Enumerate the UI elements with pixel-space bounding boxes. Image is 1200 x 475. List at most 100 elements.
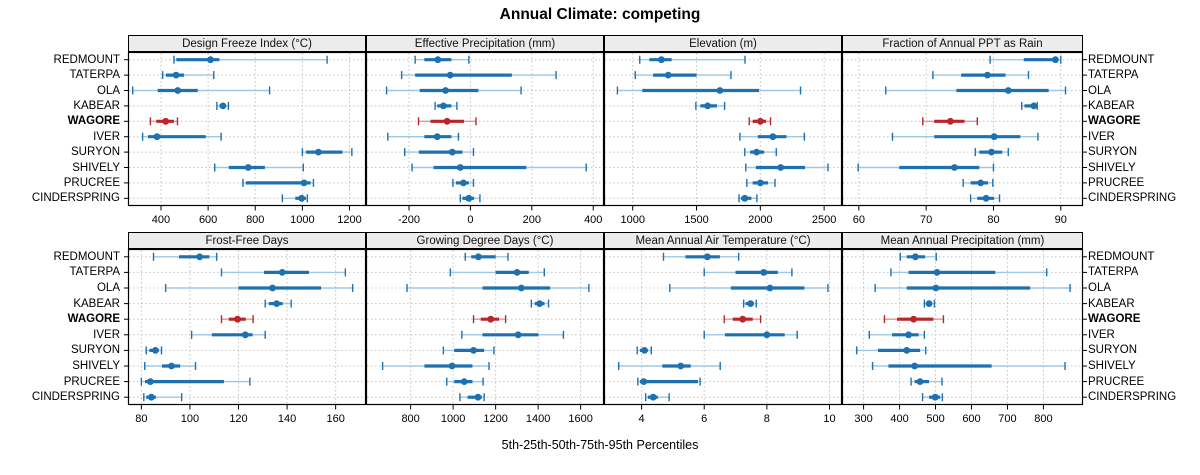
x-tick-label: 6 — [701, 413, 707, 425]
median-dot — [456, 164, 464, 171]
x-tick-label: 10 — [823, 413, 835, 425]
site-label-right: KABEAR — [1088, 99, 1135, 112]
site-label-right: CINDERSPRING — [1088, 391, 1177, 404]
median-dot — [982, 194, 990, 202]
site-label-left: CINDERSPRING — [31, 192, 120, 205]
median-dot — [1030, 102, 1038, 110]
x-tick-label: 400 — [890, 413, 908, 425]
chart-title: Annual Climate: competing — [499, 6, 701, 23]
panel-strip: Mean Annual Precipitation (mm) — [842, 232, 1083, 249]
median-dot — [763, 331, 771, 339]
median-dot — [984, 71, 991, 79]
x-tick-label: 500 — [926, 413, 944, 425]
median-dot — [932, 284, 940, 292]
site-label-right: SURYON — [1088, 344, 1137, 357]
median-dot — [925, 300, 933, 307]
panel-strip: Elevation (m) — [604, 35, 842, 52]
median-dot — [269, 284, 276, 292]
median-dot — [649, 393, 657, 401]
site-label-left: IVER — [93, 130, 120, 143]
median-dot — [640, 378, 648, 385]
median-dot — [168, 362, 175, 370]
site-label-right: CINDERSPRING — [1088, 192, 1177, 205]
median-dot — [439, 102, 447, 110]
x-tick-label: 400 — [584, 214, 602, 226]
panel-strip: Fraction of Annual PPT as Rain — [842, 35, 1083, 52]
median-dot — [146, 378, 154, 385]
x-tick-label: 1400 — [526, 413, 550, 425]
site-label-left: SURYON — [71, 146, 120, 159]
site-label-left: IVER — [93, 328, 120, 341]
site-label-right: REDMOUNT — [1088, 53, 1155, 66]
median-dot — [756, 117, 764, 125]
median-dot — [487, 315, 495, 323]
site-label-left: KABEAR — [73, 99, 120, 112]
panel-border — [603, 248, 843, 406]
x-tick-label: 600 — [199, 214, 217, 226]
site-label-right: SHIVELY — [1088, 360, 1136, 372]
x-tick-label: 140 — [278, 413, 296, 425]
median-dot — [315, 148, 322, 156]
x-tick-label: -200 — [398, 214, 420, 226]
median-dot — [756, 179, 764, 187]
median-dot — [434, 56, 442, 64]
site-label-right: IVER — [1088, 328, 1115, 341]
panel-border — [127, 248, 367, 406]
site-label-left: WAGORE — [67, 313, 120, 326]
site-label-left: KABEAR — [73, 297, 120, 310]
median-dot — [769, 133, 777, 141]
median-dot — [448, 148, 456, 156]
panel-border — [603, 51, 843, 207]
site-label-left: TATERPA — [69, 266, 120, 279]
x-tick-label: 1200 — [483, 413, 507, 425]
median-dot — [988, 148, 995, 156]
site-label-left: OLA — [96, 84, 120, 97]
site-label-left: TATERPA — [69, 69, 120, 82]
site-label-right: REDMOUNT — [1088, 250, 1155, 263]
median-dot — [474, 393, 482, 401]
site-label-right: SHIVELY — [1088, 161, 1136, 174]
x-tick-label: 80 — [987, 214, 999, 226]
site-label-left: SHIVELY — [72, 360, 120, 372]
median-dot — [219, 102, 227, 110]
site-label-right: OLA — [1088, 84, 1112, 97]
median-dot — [677, 362, 685, 370]
median-dot — [716, 87, 724, 94]
site-label-right: TATERPA — [1088, 266, 1139, 279]
median-dot — [905, 331, 912, 339]
x-tick-label: 1000 — [290, 214, 314, 226]
panel-border — [365, 248, 605, 406]
median-dot — [753, 148, 761, 156]
x-tick-label: 800 — [401, 413, 419, 425]
panel-plot: 400 600 800 1000 1200 — [124, 51, 367, 226]
panel-border — [127, 51, 367, 207]
median-dot — [433, 133, 441, 141]
median-dot — [244, 164, 252, 171]
site-label-left: CINDERSPRING — [31, 391, 120, 404]
site-label-left: WAGORE — [67, 115, 120, 128]
site-label-left: SURYON — [71, 344, 120, 357]
site-label-right: TATERPA — [1088, 69, 1139, 82]
median-dot — [911, 253, 919, 261]
median-dot — [903, 347, 911, 354]
median-dot — [460, 378, 468, 385]
x-tick-label: 1000 — [620, 214, 644, 226]
x-tick-label: 2500 — [812, 214, 836, 226]
median-dot — [513, 269, 521, 276]
x-tick-label: 0 — [467, 214, 473, 226]
median-dot — [703, 253, 711, 261]
median-dot — [741, 194, 749, 202]
median-dot — [207, 56, 214, 64]
site-label-left: SHIVELY — [72, 161, 120, 174]
panel-border — [841, 248, 1084, 406]
median-dot — [517, 284, 525, 292]
median-dot — [946, 117, 954, 125]
x-tick-label: 700 — [998, 413, 1016, 425]
median-dot — [766, 284, 774, 292]
median-dot — [931, 393, 939, 401]
site-label-right: PRUCREE — [1088, 375, 1145, 388]
median-dot — [153, 133, 161, 141]
panel-strip: Mean Annual Air Temperature (°C) — [604, 232, 842, 249]
median-dot — [704, 102, 712, 110]
panel-strip: Frost-Free Days — [128, 232, 366, 249]
